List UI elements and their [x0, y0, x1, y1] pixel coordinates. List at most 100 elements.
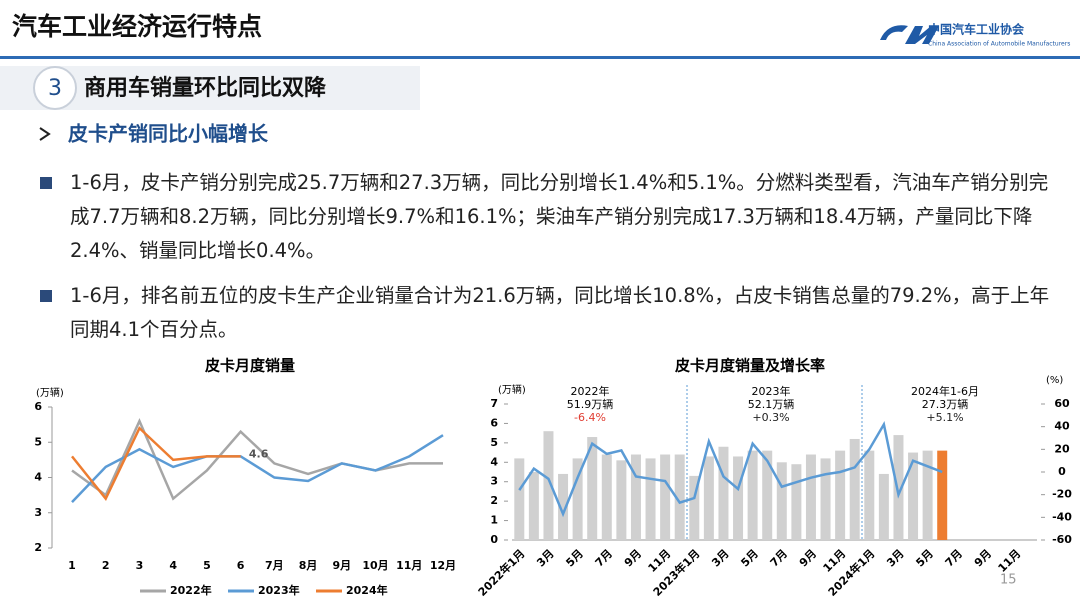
annotation-change: +0.3% [752, 411, 789, 424]
header-title: 汽车工业经济运行特点 [12, 12, 262, 41]
y2-tick-label: 40 [1054, 420, 1070, 433]
chart-title: 皮卡月度销量及增长率 [675, 357, 825, 375]
x-tick-label: 3月 [709, 547, 731, 569]
x-tick-label: 4 [169, 559, 177, 572]
y-tick-label: 0 [490, 533, 498, 546]
x-tick-label: 8月 [299, 559, 318, 572]
x-tick-label: 3 [136, 559, 144, 572]
y-tick-label: 2 [34, 541, 42, 554]
legend-label: 2023年 [258, 583, 300, 597]
bar [733, 456, 744, 540]
bar [543, 431, 554, 540]
x-tick-label: 3月 [534, 547, 556, 569]
bar [514, 458, 525, 540]
section-title: 商用车销量环比同比双降 [84, 75, 327, 101]
legend-label: 2024年 [346, 583, 388, 597]
series-line [71, 426, 241, 501]
bar [718, 446, 729, 540]
bar [922, 450, 933, 540]
bar [528, 472, 539, 540]
x-tick-label: 7月 [593, 547, 615, 569]
y2-tick-label: 0 [1058, 465, 1066, 478]
annotation-volume: 27.3万辆 [922, 397, 969, 411]
bar [630, 454, 641, 540]
bar [558, 473, 569, 540]
bar [849, 438, 860, 540]
x-tick-label: 11月 [396, 559, 422, 572]
bullet-text: 1-6月，皮卡产销分别完成25.7万辆和27.3万辆，同比分别增长1.4%和5.… [70, 171, 1049, 262]
subheading: 皮卡产销同比小幅增长 [68, 122, 269, 146]
header-rule [0, 56, 1080, 59]
y-tick-label: 5 [490, 436, 498, 449]
bar [689, 475, 700, 540]
bar [616, 460, 627, 540]
y-tick-label: 6 [490, 416, 498, 429]
y-axis-label: (万辆) [36, 386, 64, 399]
bar [835, 450, 846, 540]
logo-icon [880, 25, 939, 44]
page-number: 15 [1000, 573, 1017, 588]
series-line [71, 434, 444, 504]
bullet: 1-6月，排名前五位的皮卡生产企业销量合计为21.6万辆，同比增长10.8%，占… [40, 279, 1050, 347]
bar [805, 454, 816, 540]
x-tick-label: 7月 [265, 559, 284, 572]
x-tick-label: 10月 [362, 559, 388, 572]
bar [747, 450, 758, 540]
x-tick-label: 6 [237, 559, 245, 572]
subheading-arrow [39, 127, 51, 141]
bar [893, 435, 904, 540]
annotation-period: 2024年1-6月 [911, 384, 979, 398]
bullet: 1-6月，皮卡产销分别完成25.7万辆和27.3万辆，同比分别增长1.4%和5.… [40, 166, 1050, 268]
bar [908, 452, 919, 540]
bar [674, 454, 685, 540]
annotation-change: -6.4% [574, 411, 606, 424]
x-tick-label: 5月 [913, 547, 935, 569]
bar [776, 462, 787, 540]
y-axis-label: (万辆) [498, 383, 526, 396]
growth-line [518, 420, 943, 518]
bar [587, 437, 598, 540]
y2-tick-label: -40 [1052, 510, 1072, 523]
org-name-en: China Association of Automobile Manufact… [928, 41, 1070, 48]
chart-title: 皮卡月度销量 [205, 357, 295, 375]
x-tick-label: 11月 [996, 547, 1024, 575]
x-tick-label: 9月 [797, 547, 819, 569]
y-tick-label: 4 [490, 455, 498, 468]
bar [572, 458, 583, 540]
bar [878, 473, 889, 540]
bar [820, 458, 831, 540]
x-tick-label: 12月 [430, 559, 456, 572]
y-tick-label: 1 [490, 514, 498, 527]
x-tick-label: 9月 [972, 547, 994, 569]
org-name: 中国汽车工业协会 [928, 22, 1025, 37]
annotation-volume: 51.9万辆 [567, 397, 614, 411]
x-tick-label: 2 [102, 559, 110, 572]
y-tick-label: 7 [490, 397, 498, 410]
y-tick-label: 4 [34, 471, 42, 484]
data-label: 4.6 [249, 447, 269, 460]
bullet-marker [40, 290, 52, 302]
x-tick-label: 5月 [563, 547, 585, 569]
legend-label: 2022年 [170, 583, 212, 597]
x-tick-label: 3月 [884, 547, 906, 569]
bar [937, 450, 948, 540]
annotation-period: 2023年 [752, 384, 791, 398]
x-tick-label: 7月 [768, 547, 790, 569]
x-tick-label: 9月 [622, 547, 644, 569]
y-tick-label: 5 [34, 435, 42, 448]
bar [660, 454, 671, 540]
bar [791, 464, 802, 540]
y-tick-label: 6 [34, 400, 42, 413]
section-badge [33, 66, 77, 110]
bar [703, 456, 714, 540]
bar [645, 458, 656, 540]
section-number: 3 [48, 76, 62, 101]
bar [601, 454, 612, 540]
bullet-text: 1-6月，排名前五位的皮卡生产企业销量合计为21.6万辆，同比增长10.8%，占… [70, 284, 1050, 341]
x-tick-label: 5月 [738, 547, 760, 569]
bar [762, 450, 773, 540]
x-tick-label: 5 [203, 559, 211, 572]
x-tick-label: 2022年1月 [475, 546, 528, 599]
